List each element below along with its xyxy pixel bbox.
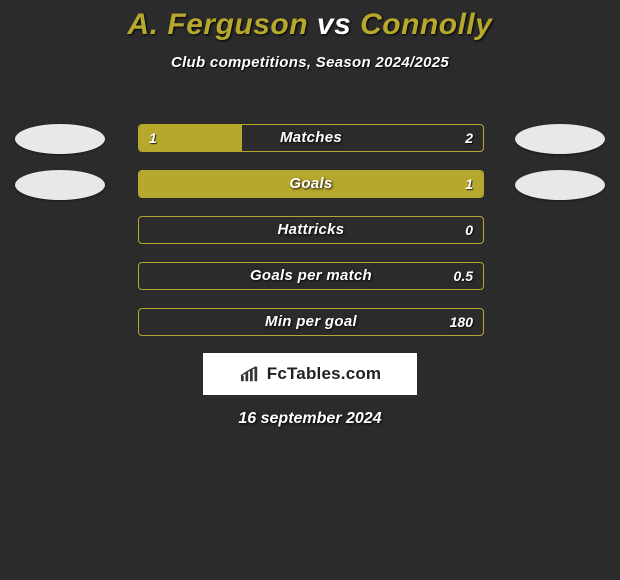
player1-badge — [15, 124, 105, 154]
page-title: A. Ferguson vs Connolly — [0, 0, 620, 42]
brand-text: FcTables.com — [267, 364, 382, 384]
stat-row: 1Matches2 — [0, 124, 620, 154]
stat-row: Min per goal180 — [0, 308, 620, 338]
player2-name: Connolly — [360, 8, 492, 41]
stat-bar: Goals per match0.5 — [138, 262, 484, 290]
player1-badge — [15, 170, 105, 200]
stat-value-right: 1 — [455, 171, 483, 197]
bar-chart-icon — [239, 365, 261, 383]
stat-bar: Hattricks0 — [138, 216, 484, 244]
vs-text: vs — [317, 8, 351, 41]
stat-bar: Goals1 — [138, 170, 484, 198]
stat-value-right: 180 — [440, 309, 483, 335]
stat-value-right: 0.5 — [444, 263, 483, 289]
date-text: 16 september 2024 — [0, 410, 620, 428]
stat-label: Goals — [139, 171, 483, 197]
comparison-infographic: A. Ferguson vs Connolly Club competition… — [0, 0, 620, 580]
stat-value-right: 0 — [455, 217, 483, 243]
player1-name: A. Ferguson — [128, 8, 309, 41]
stat-value-right: 2 — [455, 125, 483, 151]
brand-box: FcTables.com — [203, 353, 417, 395]
player2-badge — [515, 124, 605, 154]
stat-bar: Min per goal180 — [138, 308, 484, 336]
stat-label: Min per goal — [139, 309, 483, 335]
stat-bar: 1Matches2 — [138, 124, 484, 152]
stat-row: Hattricks0 — [0, 216, 620, 246]
stat-row: Goals per match0.5 — [0, 262, 620, 292]
stat-label: Matches — [139, 125, 483, 151]
stat-row: Goals1 — [0, 170, 620, 200]
stat-label: Goals per match — [139, 263, 483, 289]
stat-label: Hattricks — [139, 217, 483, 243]
player2-badge — [515, 170, 605, 200]
subtitle: Club competitions, Season 2024/2025 — [0, 54, 620, 71]
